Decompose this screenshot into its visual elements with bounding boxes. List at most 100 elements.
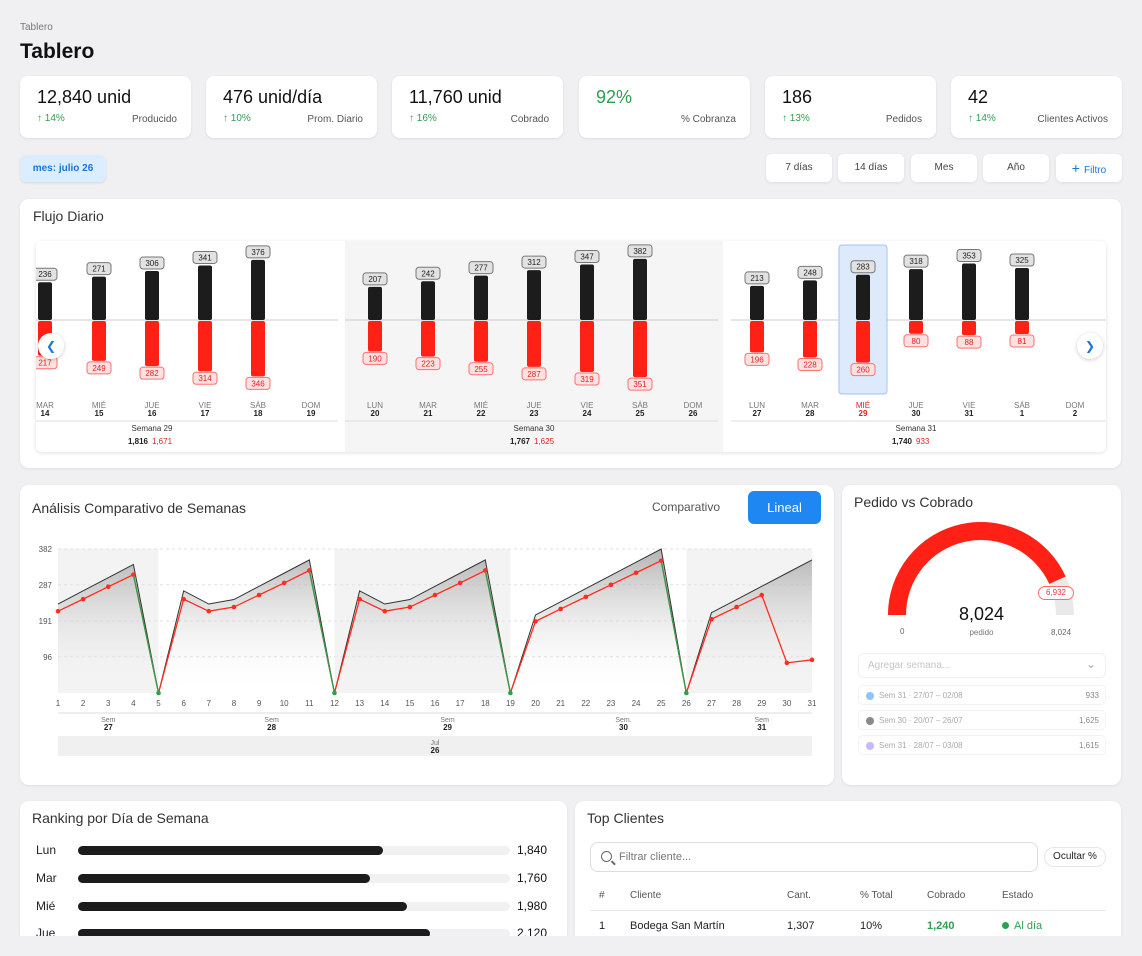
col-header-cobrado[interactable]: Cobrado	[927, 890, 966, 901]
produced-value: 236	[38, 270, 52, 279]
produced-bar	[750, 285, 764, 320]
day-date: 27	[753, 409, 762, 418]
collected-label-box	[1009, 334, 1035, 348]
flujo-scroll-panel: 236 217 MAR 14 271 249 MIÉ 15 306 282 JUE 16 341 314 V…	[36, 241, 1106, 452]
produced-value: 248	[803, 268, 817, 277]
produced-bar	[527, 270, 541, 320]
kpi-value: 92%	[596, 87, 633, 107]
produced-label-box	[362, 272, 388, 286]
produced-bar	[198, 265, 212, 320]
day-date: 24	[583, 409, 592, 418]
week-item[interactable]: Sem 31 · 27/07 – 02/08 933	[858, 685, 1106, 705]
collected-bar	[92, 321, 106, 361]
cell-num: 1	[599, 920, 606, 932]
kpi-delta: ↑ 10%	[223, 113, 251, 124]
tab-lineal[interactable]: Lineal	[748, 491, 821, 524]
collected-label-box	[86, 361, 112, 375]
day-of-week: MIÉ	[92, 401, 106, 410]
filter-button[interactable]: + Filtro	[1056, 154, 1122, 182]
week-item[interactable]: Sem 31 · 28/07 – 03/08 1,615	[858, 735, 1106, 755]
filter-7-days-button[interactable]: 7 días	[766, 154, 832, 182]
kpi-value: 186	[782, 87, 813, 107]
drop-segment	[132, 574, 160, 694]
plus-icon: +	[1071, 160, 1080, 176]
tab-comparativo[interactable]: Comparativo	[651, 500, 721, 514]
kpi-card-producido: 12,840 unid ↑ 14% Producido	[20, 76, 191, 138]
week-name: Semana 31	[896, 424, 937, 433]
scroll-right-button[interactable]: ❯	[1077, 333, 1103, 359]
collected-value: 319	[580, 375, 594, 384]
week-group-label: Sem	[755, 717, 770, 724]
drop-segment	[660, 560, 687, 694]
x-tick-label: 14	[380, 699, 389, 708]
collected-value: 249	[92, 364, 106, 373]
client-search-placeholder: Filtrar cliente...	[619, 851, 692, 863]
col-header-estado[interactable]: Estado	[1002, 890, 1034, 901]
collected-bar	[198, 321, 212, 372]
hide-percent-toggle[interactable]: Ocultar %	[1044, 847, 1106, 867]
week-label: Sem 31 · 28/07 – 03/08	[879, 741, 963, 750]
week-name: Semana 30	[514, 424, 555, 433]
data-point	[55, 608, 61, 614]
x-tick-label: 30	[782, 699, 791, 708]
kpi-label: Cobrado	[510, 114, 549, 125]
produced-value: 306	[145, 259, 159, 268]
data-point	[608, 582, 614, 588]
produced-value: 325	[1015, 256, 1029, 265]
week-item[interactable]: Sem 30 · 20/07 – 26/07 1,625	[858, 710, 1106, 730]
col-header-num[interactable]: #	[599, 890, 605, 901]
produced-value: 382	[633, 247, 647, 256]
scroll-left-button[interactable]: ❮	[38, 333, 64, 359]
day-of-week: VIE	[581, 401, 594, 410]
produced-value: 213	[750, 274, 764, 283]
x-tick-label: 26	[682, 699, 691, 708]
week-group-label: Sem	[101, 717, 116, 724]
collected-value: 260	[856, 366, 870, 375]
x-tick-label: 19	[506, 699, 515, 708]
filter-14-days-button[interactable]: 14 días	[838, 154, 904, 182]
collected-value: 255	[474, 365, 488, 374]
week-total: 1,740	[892, 437, 913, 446]
period-chip[interactable]: mes: julio 26	[20, 155, 106, 182]
col-header-cliente[interactable]: Cliente	[630, 890, 662, 901]
x-tick-label: 17	[456, 699, 465, 708]
day-date: 20	[371, 409, 380, 418]
cell-cobrado: 1,240	[927, 920, 955, 932]
x-tick-label: 23	[606, 699, 615, 708]
collected-bar	[633, 321, 647, 378]
gauge-value: 8,024	[958, 604, 1005, 624]
breadcrumb[interactable]: Tablero	[20, 22, 53, 33]
produced-value: 242	[421, 269, 435, 278]
top-clientes-title: Top Clientes	[587, 810, 665, 826]
client-search-input[interactable]: Filtrar cliente...	[590, 842, 1038, 872]
col-header-pct[interactable]: % Total	[860, 890, 893, 901]
collected-label-box	[627, 377, 653, 391]
y-tick-label: 96	[43, 653, 52, 662]
filter-month-button[interactable]: Mes	[911, 154, 977, 182]
day-of-week: DOM	[1066, 401, 1085, 410]
produced-bar	[1015, 268, 1029, 320]
collected-bar	[962, 321, 976, 336]
week-value: 1,625	[1078, 716, 1099, 725]
day-of-week: DOM	[684, 401, 703, 410]
chevron-left-icon: ❮	[45, 339, 57, 353]
collected-label-box	[192, 371, 218, 385]
week-name: Semana 29	[132, 424, 173, 433]
x-tick-label: 31	[808, 699, 817, 708]
collected-value: 190	[368, 354, 382, 363]
col-header-cant[interactable]: Cant.	[787, 890, 811, 901]
comparativo-card: Análisis Comparativo de Semanas Comparat…	[20, 485, 834, 785]
collected-value: 81	[1018, 337, 1027, 346]
produced-value: 347	[580, 252, 594, 261]
filter-year-button[interactable]: Año	[983, 154, 1049, 182]
week-group-number: 29	[443, 723, 452, 732]
produced-bar	[145, 271, 159, 320]
collected-value: 346	[251, 379, 265, 388]
collected-bar	[474, 321, 488, 362]
week-label: Sem 30 · 20/07 – 26/07	[879, 716, 963, 725]
produced-label-box	[574, 249, 600, 263]
produced-bar	[580, 264, 594, 320]
add-week-select[interactable]: Agregar semana... ⌄	[858, 653, 1106, 678]
gauge-caption: pedido	[969, 628, 994, 637]
